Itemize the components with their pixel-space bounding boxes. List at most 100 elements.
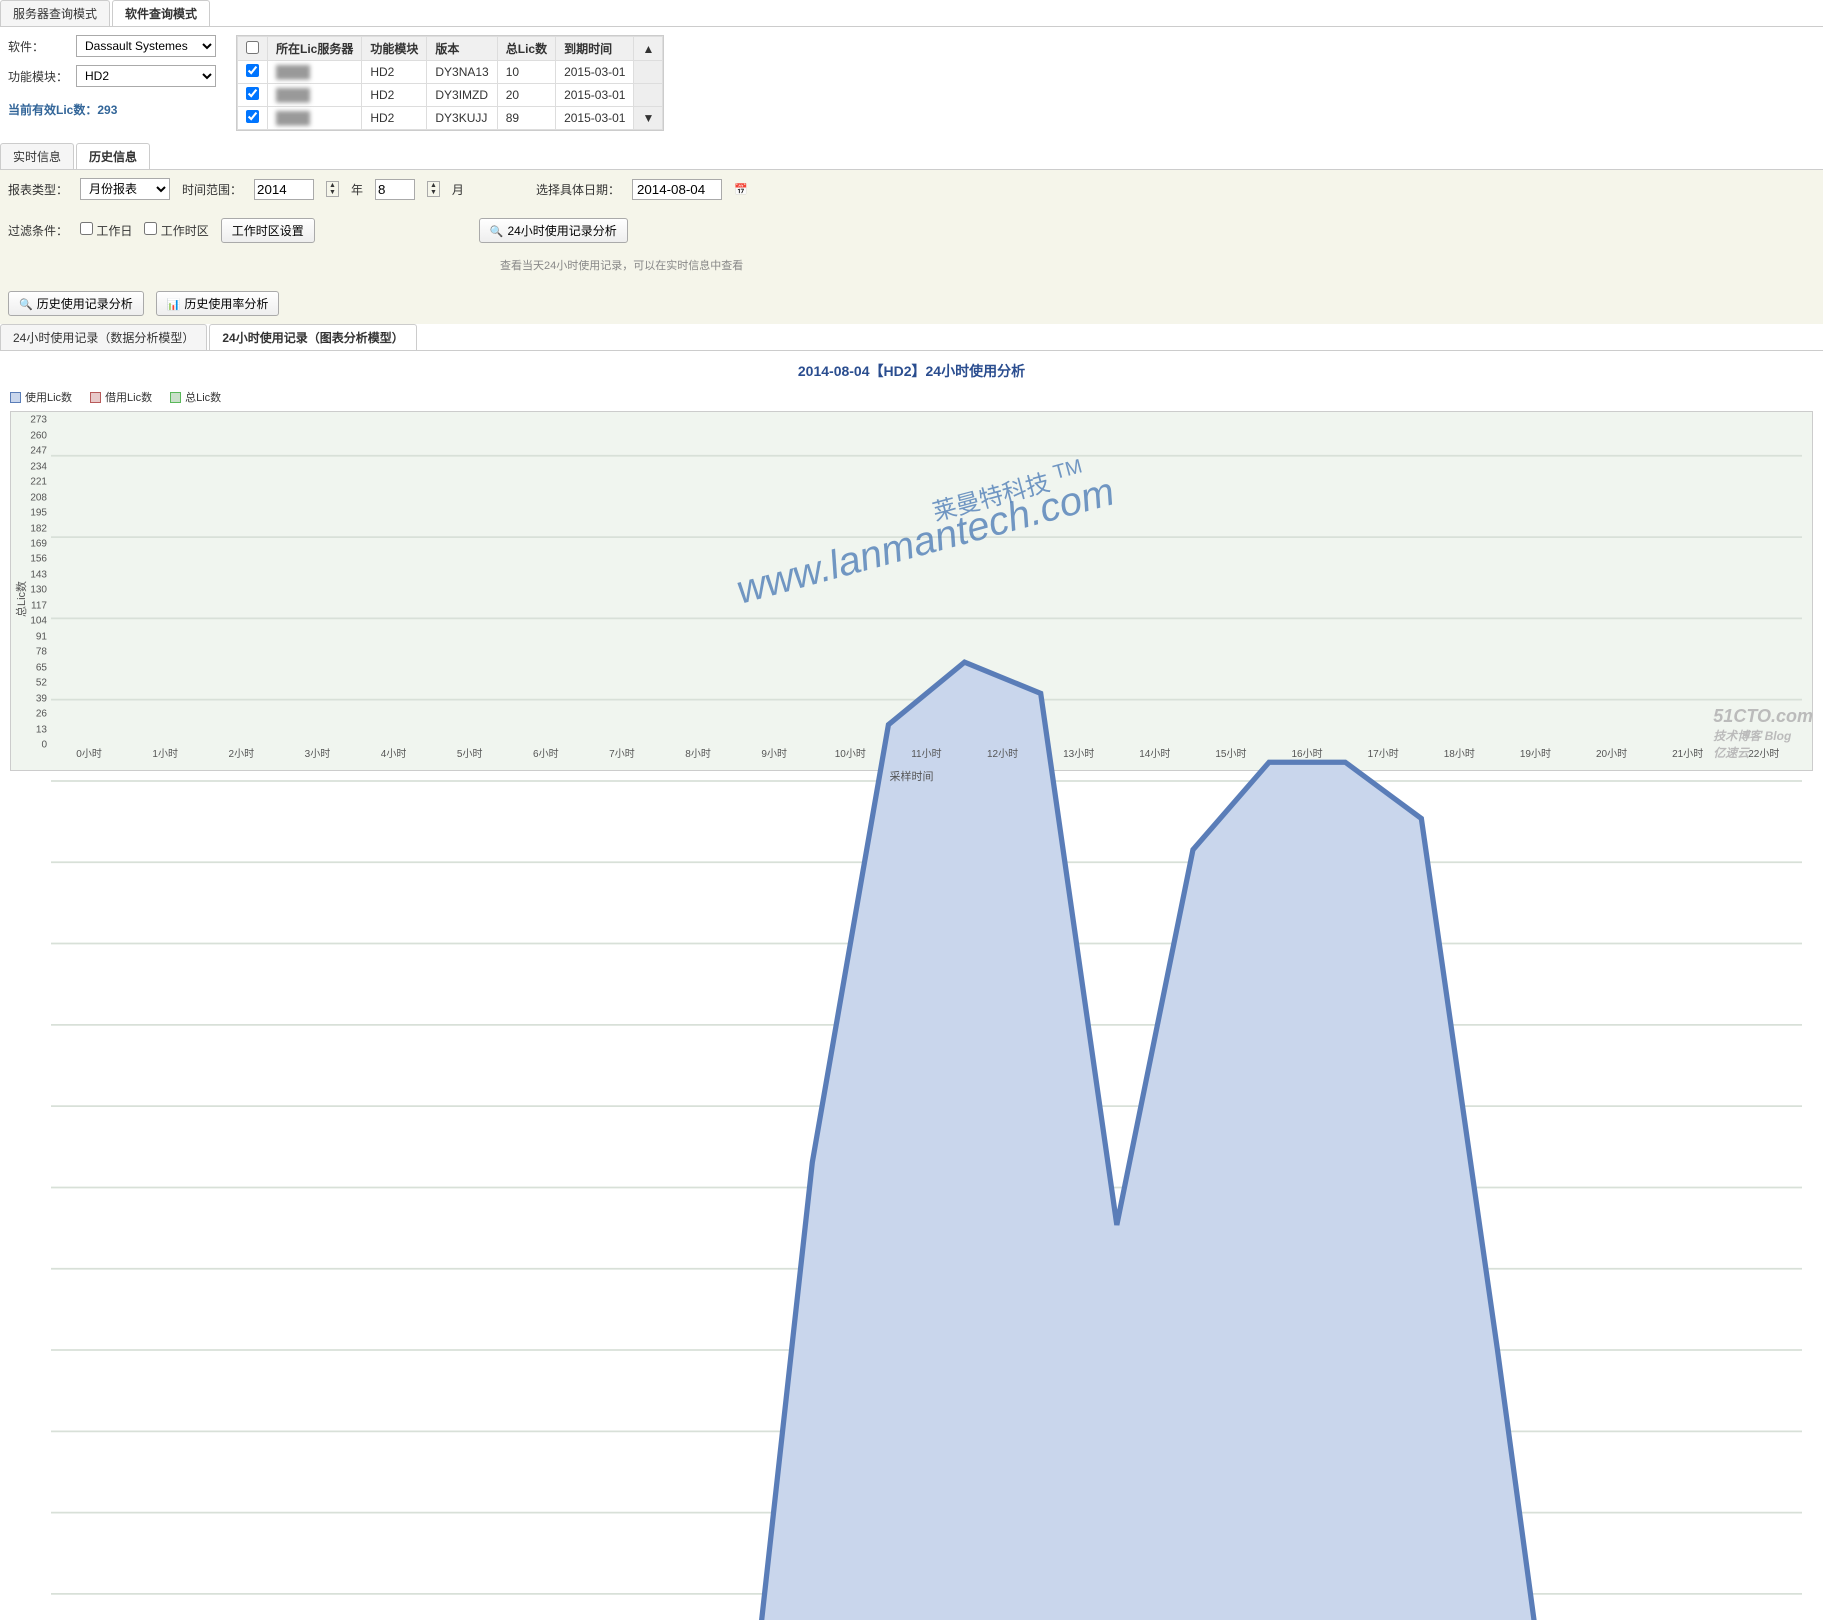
date-input[interactable] — [632, 179, 722, 200]
workzone-checkbox[interactable]: 工作时区 — [144, 222, 208, 239]
x-tick-label: 13小时 — [1041, 745, 1117, 770]
x-tick-label: 17小时 — [1345, 745, 1421, 770]
x-tick-label: 15小时 — [1193, 745, 1269, 770]
tab-server-mode[interactable]: 服务器查询模式 — [0, 0, 110, 26]
x-tick-label: 5小时 — [432, 745, 508, 770]
cell-expire: 2015-03-01 — [556, 84, 634, 107]
cell-server: ████ — [268, 84, 362, 107]
area-fill — [51, 662, 1802, 1620]
cell-module: HD2 — [362, 61, 427, 84]
search-icon — [490, 224, 504, 238]
module-label: 功能模块： — [8, 68, 68, 85]
range-label: 时间范围： — [182, 181, 242, 198]
chart-legend: 使用Lic数 借用Lic数 总Lic数 — [10, 389, 1813, 405]
x-tick-label: 16小时 — [1269, 745, 1345, 770]
x-tick-label: 9小时 — [736, 745, 812, 770]
scrollbar-up[interactable]: ▲ — [634, 37, 663, 61]
btn-24h-analysis[interactable]: 24小时使用记录分析 — [479, 218, 628, 243]
header-version: 版本 — [427, 37, 497, 61]
y-tick-label: 208 — [30, 492, 47, 503]
module-select[interactable]: HD2 — [76, 65, 216, 87]
btn-history-analysis[interactable]: 历史使用记录分析 — [8, 291, 144, 316]
x-axis: 0小时1小时2小时3小时4小时5小时6小时7小时8小时9小时10小时11小时12… — [51, 745, 1802, 770]
row-checkbox[interactable] — [246, 87, 259, 100]
cell-total: 89 — [497, 107, 555, 130]
year-unit: 年 — [351, 181, 363, 198]
y-tick-label: 104 — [30, 616, 47, 627]
y-tick-label: 65 — [36, 662, 47, 673]
zone-settings-button[interactable]: 工作时区设置 — [221, 218, 315, 243]
x-tick-label: 4小时 — [356, 745, 432, 770]
x-tick-label: 12小时 — [965, 745, 1041, 770]
legend-item: 总Lic数 — [170, 389, 221, 405]
tab-graph-model[interactable]: 24小时使用记录（图表分析模型） — [209, 324, 416, 350]
cell-server: ████ — [268, 61, 362, 84]
software-select[interactable]: Dassault Systemes — [76, 35, 216, 57]
y-tick-label: 273 — [30, 415, 47, 426]
year-spinner[interactable]: ▲▼ — [326, 181, 339, 197]
filter-label: 过滤条件： — [8, 222, 68, 239]
lic-count: 当前有效Lic数：293 — [8, 101, 216, 118]
report-type-select[interactable]: 月份报表 — [80, 178, 170, 200]
cell-version: DY3IMZD — [427, 84, 497, 107]
x-tick-label: 3小时 — [279, 745, 355, 770]
x-tick-label: 7小时 — [584, 745, 660, 770]
x-tick-label: 19小时 — [1497, 745, 1573, 770]
lic-table: 所在Lic服务器 功能模块 版本 总Lic数 到期时间 ▲ ████ HD2 D… — [236, 35, 664, 131]
y-tick-label: 156 — [30, 554, 47, 565]
tab-history[interactable]: 历史信息 — [76, 143, 150, 169]
y-tick-label: 221 — [30, 477, 47, 488]
y-tick-label: 52 — [36, 678, 47, 689]
y-tick-label: 0 — [41, 740, 47, 751]
legend-swatch — [10, 392, 21, 403]
btn-rate-analysis[interactable]: 历史使用率分析 — [156, 291, 280, 316]
x-tick-label: 11小时 — [888, 745, 964, 770]
hint-text: 查看当天24小时使用记录，可以在实时信息中查看 — [500, 257, 743, 273]
filter-section: 软件： Dassault Systemes 功能模块： HD2 当前有效Lic数… — [0, 27, 1823, 139]
tab-realtime[interactable]: 实时信息 — [0, 143, 74, 169]
cell-total: 20 — [497, 84, 555, 107]
report-bar: 报表类型： 月份报表 时间范围： ▲▼ 年 ▲▼ 月 选择具体日期： 过滤条件：… — [0, 170, 1823, 324]
y-tick-label: 247 — [30, 446, 47, 457]
table-row[interactable]: ████ HD2 DY3IMZD 20 2015-03-01 — [238, 84, 663, 107]
x-axis-title: 采样时间 — [890, 768, 934, 784]
x-tick-label: 0小时 — [51, 745, 127, 770]
chart-svg — [51, 412, 1802, 1620]
header-server: 所在Lic服务器 — [268, 37, 362, 61]
y-tick-label: 26 — [36, 709, 47, 720]
tab-software-mode[interactable]: 软件查询模式 — [112, 0, 210, 26]
report-type-label: 报表类型： — [8, 181, 68, 198]
x-tick-label: 1小时 — [127, 745, 203, 770]
x-tick-label: 10小时 — [812, 745, 888, 770]
row-checkbox[interactable] — [246, 110, 259, 123]
chart-box: 总Lic数 2732602472342212081951821691561431… — [10, 411, 1813, 771]
y-tick-label: 195 — [30, 508, 47, 519]
scrollbar[interactable]: ▼ — [634, 107, 663, 130]
corner-branding: 51CTO.com 技术博客 Blog 亿速云 — [1713, 706, 1813, 761]
year-input[interactable] — [254, 179, 314, 200]
month-unit: 月 — [452, 181, 464, 198]
table-row[interactable]: ████ HD2 DY3KUJJ 89 2015-03-01 ▼ — [238, 107, 663, 130]
cell-expire: 2015-03-01 — [556, 107, 634, 130]
scrollbar[interactable] — [634, 84, 663, 107]
month-input[interactable] — [375, 179, 415, 200]
header-checkbox[interactable] — [238, 37, 268, 61]
legend-label: 借用Lic数 — [105, 389, 152, 405]
software-label: 软件： — [8, 38, 68, 55]
tab-data-model[interactable]: 24小时使用记录（数据分析模型） — [0, 324, 207, 350]
legend-item: 使用Lic数 — [10, 389, 72, 405]
row-checkbox[interactable] — [246, 64, 259, 77]
y-tick-label: 91 — [36, 631, 47, 642]
month-spinner[interactable]: ▲▼ — [427, 181, 440, 197]
scrollbar[interactable] — [634, 61, 663, 84]
x-tick-label: 18小时 — [1421, 745, 1497, 770]
y-tick-label: 234 — [30, 461, 47, 472]
table-row[interactable]: ████ HD2 DY3NA13 10 2015-03-01 — [238, 61, 663, 84]
y-tick-label: 169 — [30, 539, 47, 550]
x-tick-label: 14小时 — [1117, 745, 1193, 770]
chart-icon — [167, 297, 181, 311]
y-tick-label: 130 — [30, 585, 47, 596]
y-tick-label: 39 — [36, 693, 47, 704]
calendar-icon[interactable] — [734, 182, 748, 196]
workday-checkbox[interactable]: 工作日 — [80, 222, 132, 239]
